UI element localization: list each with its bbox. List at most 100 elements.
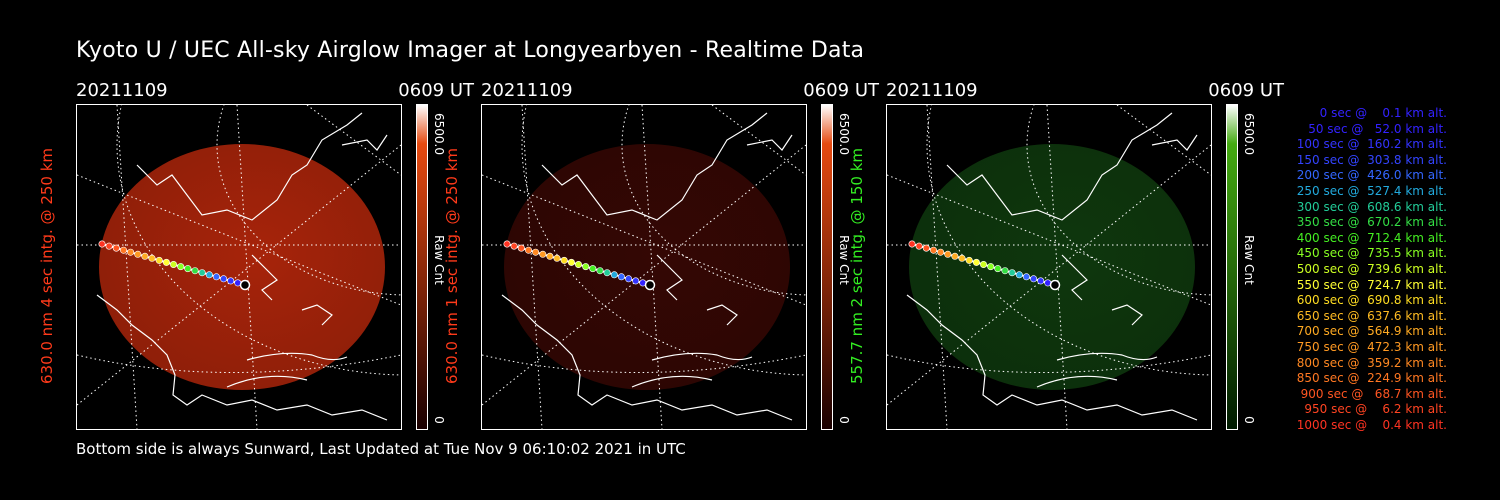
allsky-image <box>886 104 1212 430</box>
legend-item: 400 sec @ 712.4 km alt. <box>1292 230 1447 245</box>
legend-item: 50 sec @ 52.0 km alt. <box>1300 121 1447 136</box>
track-point <box>220 275 228 283</box>
track-point <box>610 271 618 279</box>
track-point <box>1037 277 1045 285</box>
track-point <box>177 263 185 271</box>
panel-date: 20211109 <box>886 80 978 101</box>
legend-item: 350 sec @ 670.2 km alt. <box>1292 215 1447 230</box>
legend-item: 750 sec @ 472.3 km alt. <box>1292 339 1447 354</box>
track-point <box>198 269 206 277</box>
track-point <box>958 254 966 262</box>
imager-panel-3: 20211109 0609 UT 557.7 nm 2 sec intg. @ … <box>848 80 1286 430</box>
track-point <box>987 263 995 271</box>
station-marker <box>644 279 656 291</box>
legend-item: 200 sec @ 426.0 km alt. <box>1292 168 1447 183</box>
track-point <box>617 273 625 281</box>
footer-note: Bottom side is always Sunward, Last Upda… <box>76 440 686 458</box>
legend-item: 450 sec @ 735.5 km alt. <box>1292 246 1447 261</box>
track-point <box>170 261 178 269</box>
legend-item: 500 sec @ 739.6 km alt. <box>1292 261 1447 276</box>
imager-panel-1: 20211109 0609 UT 630.0 nm 4 sec intg. @ … <box>38 80 476 430</box>
satellite-track <box>908 240 1061 291</box>
track-point <box>184 265 192 273</box>
legend-item: 300 sec @ 608.6 km alt. <box>1292 199 1447 214</box>
legend-item: 800 sec @ 359.2 km alt. <box>1292 355 1447 370</box>
station-marker <box>1049 279 1061 291</box>
graticule <box>482 105 806 429</box>
legend-item: 900 sec @ 68.7 km alt. <box>1296 386 1447 401</box>
panel-time: 0609 UT <box>803 80 879 101</box>
track-point <box>510 242 518 250</box>
track-point <box>972 258 980 266</box>
allsky-map <box>482 105 806 429</box>
panel-date: 20211109 <box>76 80 168 101</box>
panel-ylabel: 630.0 nm 4 sec intg. @ 250 km <box>38 147 56 385</box>
track-point <box>994 265 1002 273</box>
panel-ylabel: 630.0 nm 1 sec intg. @ 250 km <box>443 147 461 385</box>
track-point <box>191 267 199 275</box>
track-point <box>546 252 554 260</box>
track-point <box>127 248 135 256</box>
panel-date: 20211109 <box>481 80 573 101</box>
track-point <box>524 246 532 254</box>
track-point <box>134 250 142 258</box>
track-point <box>980 261 988 269</box>
legend-item: 100 sec @ 160.2 km alt. <box>1292 137 1447 152</box>
track-point <box>1008 269 1016 277</box>
track-point <box>205 271 213 279</box>
graticule <box>77 105 401 429</box>
track-point <box>915 242 923 250</box>
legend-item: 650 sec @ 637.6 km alt. <box>1292 308 1447 323</box>
track-point <box>539 250 547 258</box>
panel-ylabel-wrap: 557.7 nm 2 sec intg. @ 150 km <box>842 104 872 428</box>
satellite-track <box>503 240 656 291</box>
track-point <box>119 246 127 254</box>
track-point <box>632 277 640 285</box>
legend-item: 700 sec @ 564.9 km alt. <box>1292 324 1447 339</box>
colorbar-min-label: 0 <box>1242 416 1256 424</box>
colorbar <box>1226 104 1238 430</box>
panel-time: 0609 UT <box>1208 80 1284 101</box>
allsky-image <box>76 104 402 430</box>
track-point <box>575 261 583 269</box>
track-point <box>162 258 170 266</box>
allsky-map <box>77 105 401 429</box>
colorbar <box>416 104 428 430</box>
legend-item: 1000 sec @ 0.4 km alt. <box>1296 417 1447 432</box>
legend-item: 0 sec @ 0.1 km alt. <box>1308 106 1447 120</box>
track-point <box>582 263 590 271</box>
colorbar-max-label: 6500.0 <box>1242 113 1256 155</box>
track-point <box>227 277 235 285</box>
page-title: Kyoto U / UEC All-sky Airglow Imager at … <box>76 38 865 63</box>
track-point <box>625 275 633 283</box>
legend-item: 950 sec @ 6.2 km alt. <box>1300 402 1447 417</box>
legend-item: 850 sec @ 224.9 km alt. <box>1292 371 1447 386</box>
track-point <box>944 250 952 258</box>
colorbar-unit-label: Raw Cnt <box>1242 235 1256 285</box>
satellite-track-legend: 0 sec @ 0.1 km alt. 50 sec @ 52.0 km alt… <box>1262 106 1447 433</box>
track-point <box>603 269 611 277</box>
track-point <box>951 252 959 260</box>
track-point <box>965 256 973 264</box>
station-marker <box>239 279 251 291</box>
coastlines <box>501 112 793 421</box>
track-point <box>105 242 113 250</box>
legend-item: 600 sec @ 690.8 km alt. <box>1292 293 1447 308</box>
track-point <box>141 252 149 260</box>
legend-item: 550 sec @ 724.7 km alt. <box>1292 277 1447 292</box>
coastlines <box>906 112 1198 421</box>
track-point <box>937 248 945 256</box>
legend-item: 150 sec @ 303.8 km alt. <box>1292 152 1447 167</box>
airglow-disc <box>909 144 1195 390</box>
track-point <box>1022 273 1030 281</box>
colorbar <box>821 104 833 430</box>
panel-ylabel: 557.7 nm 2 sec intg. @ 150 km <box>848 147 866 385</box>
track-point <box>560 256 568 264</box>
track-point <box>155 256 163 264</box>
track-point <box>532 248 540 256</box>
track-point <box>929 246 937 254</box>
airglow-disc <box>99 144 385 390</box>
legend-item: 250 sec @ 527.4 km alt. <box>1292 183 1447 198</box>
panel-ylabel-wrap: 630.0 nm 4 sec intg. @ 250 km <box>32 104 62 428</box>
track-point <box>922 244 930 252</box>
